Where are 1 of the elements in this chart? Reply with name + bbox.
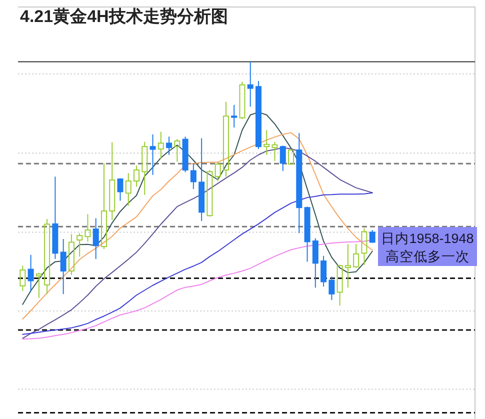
title: 4.21黄金4H技术走势分析图 [20,7,228,26]
